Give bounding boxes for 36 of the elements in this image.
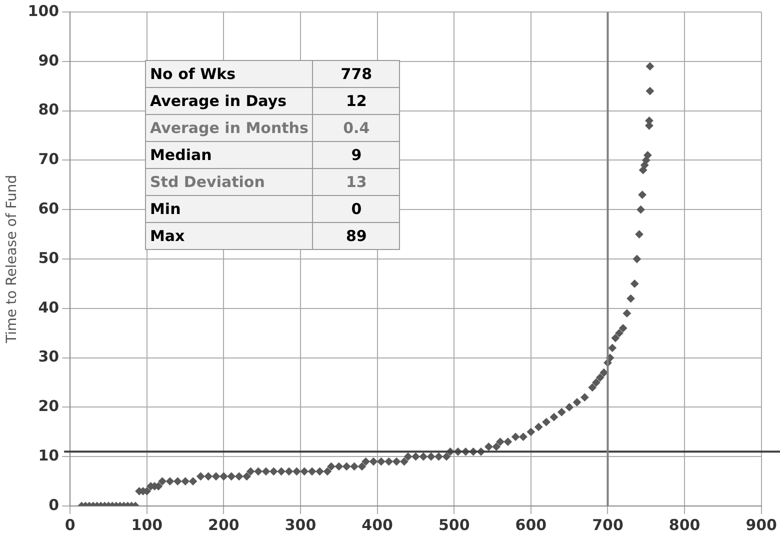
y-tick-label: 100 (28, 2, 60, 20)
x-tick-label: 400 (362, 516, 393, 534)
x-tick-label: 0 (64, 516, 76, 534)
x-tick-label: 200 (208, 516, 240, 534)
y-tick-label: 10 (38, 446, 60, 464)
y-tick-label: 80 (38, 100, 60, 119)
annotation: 0 (312, 196, 400, 222)
annotation: 778 (312, 60, 400, 88)
annotation: Median (146, 142, 313, 168)
annotation: 89 (312, 222, 400, 250)
annotation: 13 (312, 168, 400, 196)
y-tick-label: 20 (38, 397, 60, 416)
x-tick-label: 900 (746, 516, 777, 534)
x-tick-label: 500 (438, 516, 470, 534)
y-tick-label: 70 (38, 150, 60, 168)
y-tick-label: 30 (38, 348, 60, 366)
annotation: 12 (312, 88, 400, 114)
annotation: No of Wks (146, 60, 313, 88)
annotation: Average in Months (146, 114, 313, 142)
x-tick-label: 600 (515, 516, 547, 534)
y-tick-label: 40 (38, 298, 60, 316)
x-tick-label: 700 (592, 516, 624, 534)
y-tick-label: 90 (38, 51, 60, 70)
y-axis-title: Time to Release of Fund (4, 174, 20, 344)
annotation: 9 (312, 142, 400, 168)
x-tick-label: 800 (668, 516, 700, 534)
y-tick-label: 50 (38, 248, 60, 267)
y-tick-label: 60 (38, 199, 60, 218)
annotation: Min (146, 196, 313, 222)
y-tick-label: 0 (48, 496, 60, 514)
x-tick-label: 300 (284, 516, 316, 534)
annotation: Std Deviation (146, 168, 313, 196)
annotation: Max (146, 222, 313, 250)
x-tick-label: 100 (131, 516, 163, 534)
annotation: 0.4 (312, 114, 400, 142)
annotation: Average in Days (146, 88, 313, 114)
